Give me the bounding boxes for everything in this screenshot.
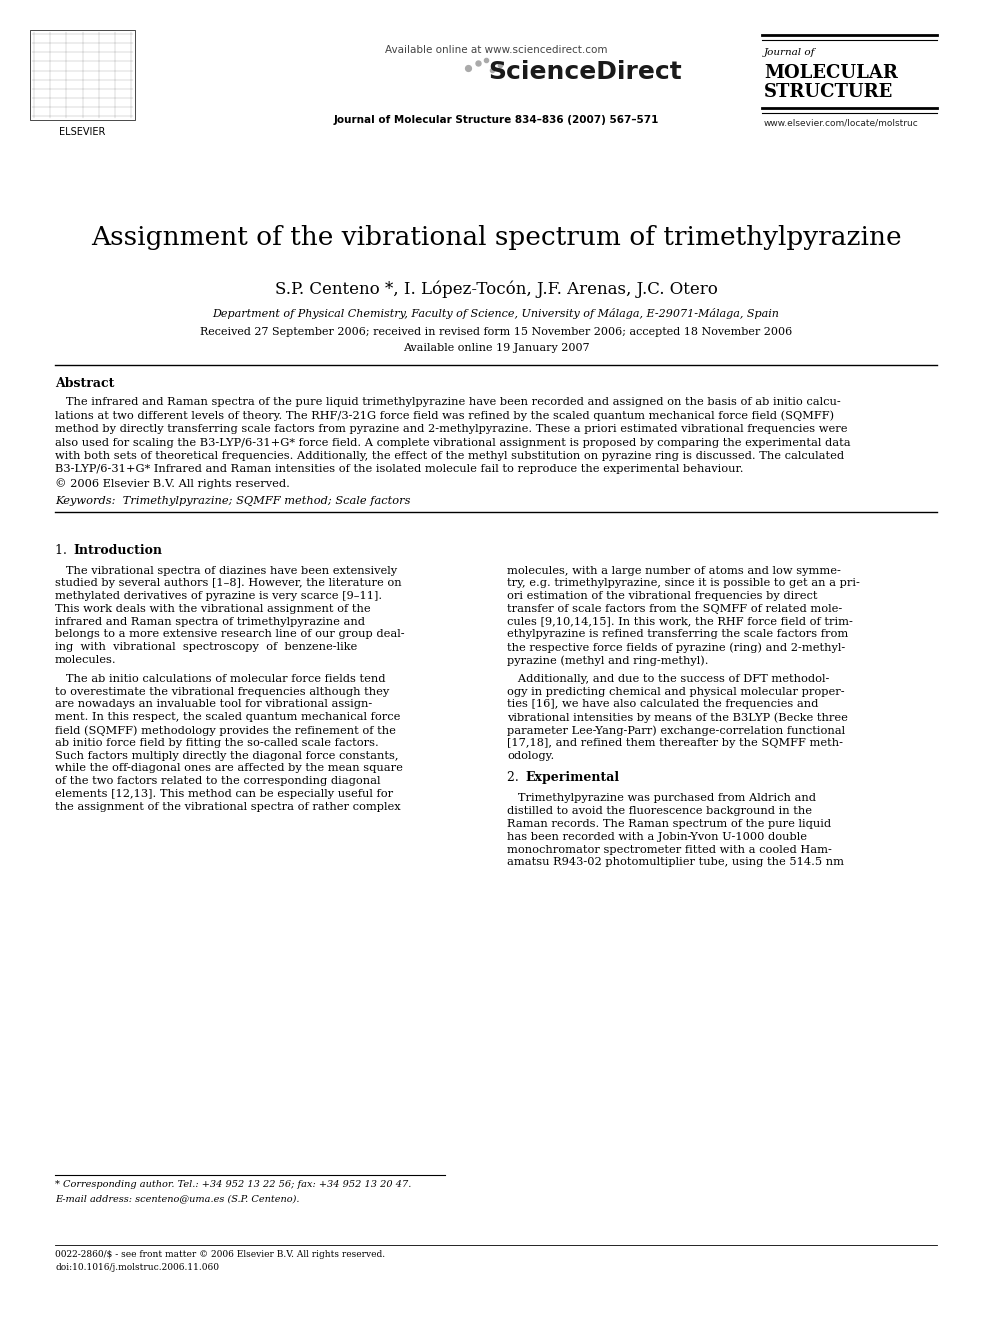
Text: 0022-2860/$ - see front matter © 2006 Elsevier B.V. All rights reserved.: 0022-2860/$ - see front matter © 2006 El… bbox=[55, 1250, 385, 1259]
Text: Trimethylpyrazine was purchased from Aldrich and: Trimethylpyrazine was purchased from Ald… bbox=[507, 794, 816, 803]
Text: field (SQMFF) methodology provides the refinement of the: field (SQMFF) methodology provides the r… bbox=[55, 725, 396, 736]
Text: ing  with  vibrational  spectroscopy  of  benzene-like: ing with vibrational spectroscopy of ben… bbox=[55, 642, 357, 652]
Text: pyrazine (methyl and ring-methyl).: pyrazine (methyl and ring-methyl). bbox=[507, 655, 708, 665]
Text: Journal of: Journal of bbox=[764, 48, 815, 57]
Text: while the off-diagonal ones are affected by the mean square: while the off-diagonal ones are affected… bbox=[55, 763, 403, 774]
Text: transfer of scale factors from the SQMFF of related mole-: transfer of scale factors from the SQMFF… bbox=[507, 603, 842, 614]
Text: elements [12,13]. This method can be especially useful for: elements [12,13]. This method can be esp… bbox=[55, 789, 393, 799]
Bar bbox=[30, 30, 135, 120]
Text: STRUCTURE: STRUCTURE bbox=[764, 83, 893, 101]
Text: B3-LYP/6-31+G* Infrared and Raman intensities of the isolated molecule fail to r: B3-LYP/6-31+G* Infrared and Raman intens… bbox=[55, 464, 743, 475]
Text: distilled to avoid the fluorescence background in the: distilled to avoid the fluorescence back… bbox=[507, 806, 812, 816]
Text: molecules.: molecules. bbox=[55, 655, 117, 665]
Text: Experimental: Experimental bbox=[525, 771, 619, 785]
Text: the assignment of the vibrational spectra of rather complex: the assignment of the vibrational spectr… bbox=[55, 802, 401, 812]
Text: Keywords:  Trimethylpyrazine; SQMFF method; Scale factors: Keywords: Trimethylpyrazine; SQMFF metho… bbox=[55, 496, 411, 505]
Text: Abstract: Abstract bbox=[55, 377, 114, 390]
Text: © 2006 Elsevier B.V. All rights reserved.: © 2006 Elsevier B.V. All rights reserved… bbox=[55, 478, 290, 488]
Text: * Corresponding author. Tel.: +34 952 13 22 56; fax: +34 952 13 20 47.: * Corresponding author. Tel.: +34 952 13… bbox=[55, 1180, 412, 1189]
Text: with both sets of theoretical frequencies. Additionally, the effect of the methy: with both sets of theoretical frequencie… bbox=[55, 451, 844, 460]
Text: amatsu R943-02 photomultiplier tube, using the 514.5 nm: amatsu R943-02 photomultiplier tube, usi… bbox=[507, 857, 844, 868]
Text: ethylpyrazine is refined transferring the scale factors from: ethylpyrazine is refined transferring th… bbox=[507, 630, 848, 639]
Text: ScienceDirect: ScienceDirect bbox=[488, 60, 682, 83]
Text: methylated derivatives of pyrazine is very scarce [9–11].: methylated derivatives of pyrazine is ve… bbox=[55, 591, 382, 601]
Text: E-mail address: scenteno@uma.es (S.P. Centeno).: E-mail address: scenteno@uma.es (S.P. Ce… bbox=[55, 1193, 300, 1203]
Text: The ab initio calculations of molecular force fields tend: The ab initio calculations of molecular … bbox=[55, 673, 386, 684]
Text: Available online at www.sciencedirect.com: Available online at www.sciencedirect.co… bbox=[385, 45, 607, 56]
Text: ELSEVIER: ELSEVIER bbox=[60, 127, 106, 136]
Text: 1.: 1. bbox=[55, 544, 74, 557]
Text: Available online 19 January 2007: Available online 19 January 2007 bbox=[403, 343, 589, 353]
Text: molecules, with a large number of atoms and low symme-: molecules, with a large number of atoms … bbox=[507, 565, 841, 576]
Text: vibrational intensities by means of the B3LYP (Becke three: vibrational intensities by means of the … bbox=[507, 712, 848, 722]
Text: lations at two different levels of theory. The RHF/3-21G force field was refined: lations at two different levels of theor… bbox=[55, 410, 834, 421]
Text: the respective force fields of pyrazine (ring) and 2-methyl-: the respective force fields of pyrazine … bbox=[507, 642, 845, 652]
Text: cules [9,10,14,15]. In this work, the RHF force field of trim-: cules [9,10,14,15]. In this work, the RH… bbox=[507, 617, 853, 627]
Text: monochromator spectrometer fitted with a cooled Ham-: monochromator spectrometer fitted with a… bbox=[507, 844, 832, 855]
Text: Such factors multiply directly the diagonal force constants,: Such factors multiply directly the diago… bbox=[55, 750, 399, 761]
Text: has been recorded with a Jobin-Yvon U-1000 double: has been recorded with a Jobin-Yvon U-10… bbox=[507, 832, 807, 841]
Text: www.elsevier.com/locate/molstruc: www.elsevier.com/locate/molstruc bbox=[764, 118, 919, 127]
Text: try, e.g. trimethylpyrazine, since it is possible to get an a pri-: try, e.g. trimethylpyrazine, since it is… bbox=[507, 578, 860, 589]
Text: ori estimation of the vibrational frequencies by direct: ori estimation of the vibrational freque… bbox=[507, 591, 817, 601]
Text: also used for scaling the B3-LYP/6-31+G* force field. A complete vibrational ass: also used for scaling the B3-LYP/6-31+G*… bbox=[55, 438, 850, 447]
Text: method by directly transferring scale factors from pyrazine and 2-methylpyrazine: method by directly transferring scale fa… bbox=[55, 423, 847, 434]
Text: Department of Physical Chemistry, Faculty of Science, University of Málaga, E-29: Department of Physical Chemistry, Facult… bbox=[212, 308, 780, 319]
Text: Journal of Molecular Structure 834–836 (2007) 567–571: Journal of Molecular Structure 834–836 (… bbox=[333, 115, 659, 124]
Text: odology.: odology. bbox=[507, 750, 555, 761]
Text: ties [16], we have also calculated the frequencies and: ties [16], we have also calculated the f… bbox=[507, 700, 818, 709]
Text: to overestimate the vibrational frequencies although they: to overestimate the vibrational frequenc… bbox=[55, 687, 389, 697]
Text: The vibrational spectra of diazines have been extensively: The vibrational spectra of diazines have… bbox=[55, 565, 397, 576]
Text: belongs to a more extensive research line of our group deal-: belongs to a more extensive research lin… bbox=[55, 630, 405, 639]
Text: parameter Lee-Yang-Parr) exchange-correlation functional: parameter Lee-Yang-Parr) exchange-correl… bbox=[507, 725, 845, 736]
Text: ab initio force field by fitting the so-called scale factors.: ab initio force field by fitting the so-… bbox=[55, 738, 379, 747]
Text: of the two factors related to the corresponding diagonal: of the two factors related to the corres… bbox=[55, 777, 381, 786]
Text: Introduction: Introduction bbox=[73, 544, 162, 557]
Text: 2.: 2. bbox=[507, 771, 527, 785]
Text: ment. In this respect, the scaled quantum mechanical force: ment. In this respect, the scaled quantu… bbox=[55, 712, 401, 722]
Text: Raman records. The Raman spectrum of the pure liquid: Raman records. The Raman spectrum of the… bbox=[507, 819, 831, 830]
Text: are nowadays an invaluable tool for vibrational assign-: are nowadays an invaluable tool for vibr… bbox=[55, 700, 372, 709]
Text: Additionally, and due to the success of DFT methodol-: Additionally, and due to the success of … bbox=[507, 673, 829, 684]
Text: studied by several authors [1–8]. However, the literature on: studied by several authors [1–8]. Howeve… bbox=[55, 578, 402, 589]
Text: This work deals with the vibrational assignment of the: This work deals with the vibrational ass… bbox=[55, 603, 371, 614]
Text: Assignment of the vibrational spectrum of trimethylpyrazine: Assignment of the vibrational spectrum o… bbox=[90, 225, 902, 250]
Text: [17,18], and refined them thereafter by the SQMFF meth-: [17,18], and refined them thereafter by … bbox=[507, 738, 843, 747]
Text: doi:10.1016/j.molstruc.2006.11.060: doi:10.1016/j.molstruc.2006.11.060 bbox=[55, 1263, 219, 1271]
Text: S.P. Centeno *, I. López-Tocón, J.F. Arenas, J.C. Otero: S.P. Centeno *, I. López-Tocón, J.F. Are… bbox=[275, 280, 717, 298]
Text: The infrared and Raman spectra of the pure liquid trimethylpyrazine have been re: The infrared and Raman spectra of the pu… bbox=[55, 397, 841, 407]
Text: ogy in predicting chemical and physical molecular proper-: ogy in predicting chemical and physical … bbox=[507, 687, 844, 697]
Text: MOLECULAR: MOLECULAR bbox=[764, 64, 898, 82]
Text: infrared and Raman spectra of trimethylpyrazine and: infrared and Raman spectra of trimethylp… bbox=[55, 617, 365, 627]
Text: Received 27 September 2006; received in revised form 15 November 2006; accepted : Received 27 September 2006; received in … bbox=[199, 327, 793, 337]
